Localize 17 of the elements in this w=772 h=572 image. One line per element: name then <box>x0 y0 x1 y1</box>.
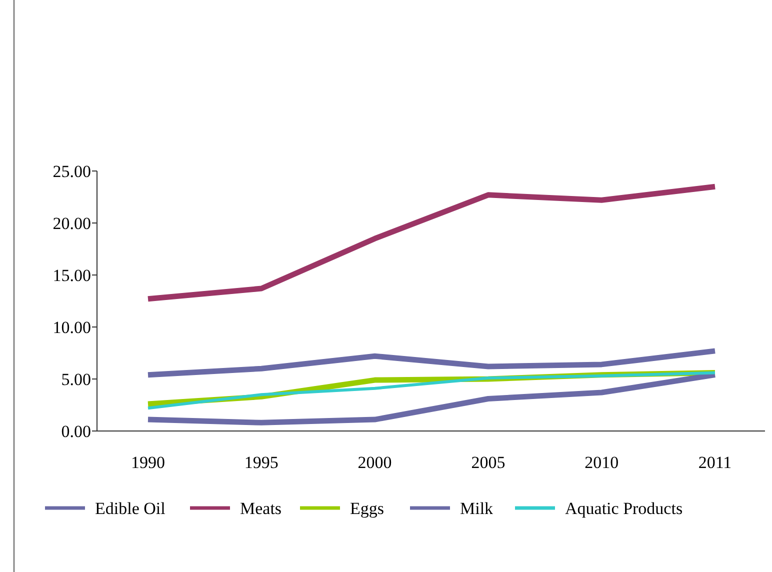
legend-label: Meats <box>240 498 282 518</box>
x-tick-label: 2000 <box>358 453 392 472</box>
y-tick-label: 25.00 <box>52 162 91 181</box>
legend-label: Eggs <box>350 498 384 518</box>
legend-label: Aquatic Products <box>565 498 683 518</box>
y-tick-label: 0.00 <box>61 422 91 441</box>
y-tick-label: 5.00 <box>61 370 91 389</box>
y-tick-label: 20.00 <box>52 214 91 233</box>
y-tick-label: 10.00 <box>52 318 91 337</box>
legend-label: Milk <box>460 498 494 518</box>
x-tick-label: 2005 <box>471 453 506 472</box>
y-tick-label: 15.00 <box>52 266 91 285</box>
x-tick-label: 1995 <box>244 453 278 472</box>
legend-label: Edible Oil <box>95 498 166 518</box>
x-tick-label: 2011 <box>698 453 732 472</box>
x-tick-label: 1990 <box>131 453 165 472</box>
x-tick-label: 2010 <box>584 453 619 472</box>
